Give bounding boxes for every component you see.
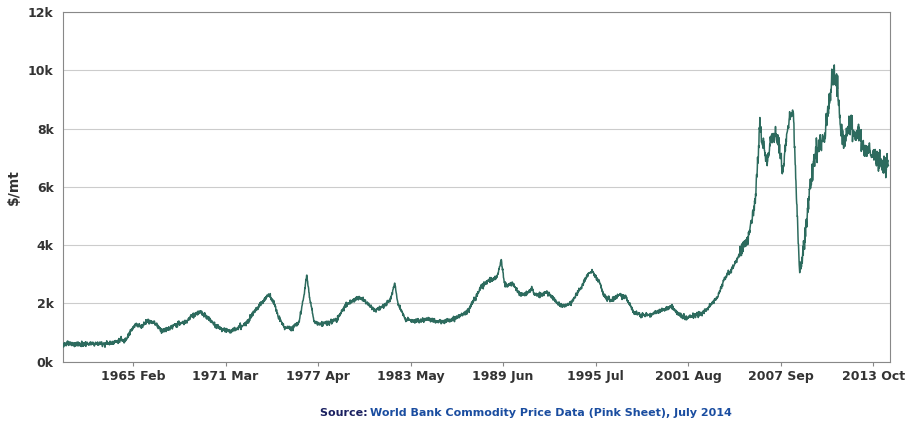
Y-axis label: $/mt: $/mt (7, 169, 21, 205)
Text: Source:: Source: (320, 407, 371, 418)
Text: World Bank Commodity Price Data (Pink Sheet), July 2014: World Bank Commodity Price Data (Pink Sh… (370, 407, 732, 418)
